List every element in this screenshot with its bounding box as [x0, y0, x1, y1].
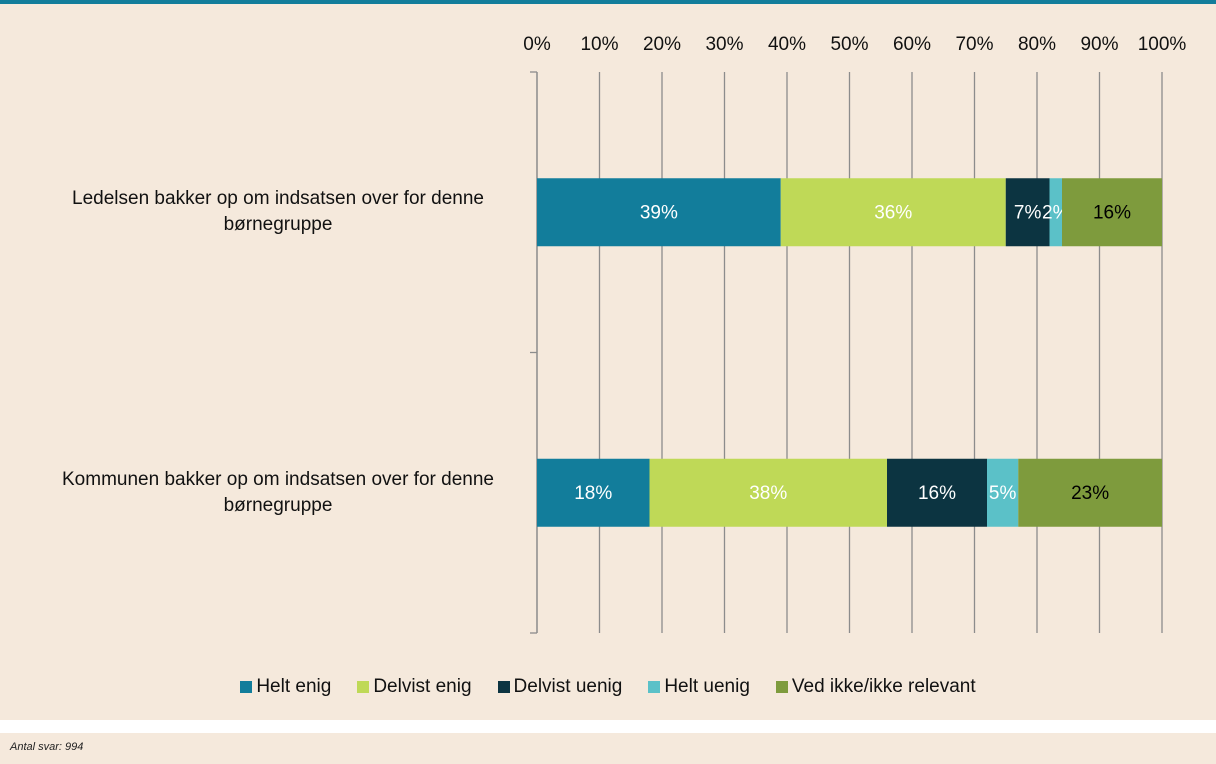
legend-label: Helt uenig [664, 676, 750, 697]
top-bar [0, 0, 1216, 4]
legend-label: Delvist uenig [513, 676, 623, 697]
legend-label: Ved ikke/ikke relevant [791, 676, 976, 697]
data-label: 7% [1014, 202, 1042, 223]
bar-segment [649, 458, 887, 527]
legend-swatch [497, 681, 510, 693]
data-label: 36% [874, 202, 912, 223]
data-label: 16% [918, 483, 956, 504]
bar-segment [1005, 178, 1050, 247]
legend: Helt enig Delvist enig Delvist uenig Helt u… [0, 676, 1216, 698]
x-tick-label: 60% [893, 34, 931, 55]
legend-swatch [240, 681, 253, 693]
legend-item: Ved ikke/ikke relevant [775, 676, 976, 698]
data-label: 39% [640, 202, 678, 223]
x-tick-label: 30% [705, 34, 743, 55]
x-tick-label: 90% [1080, 34, 1118, 55]
data-label: 5% [989, 483, 1017, 504]
bar-segment [537, 178, 781, 247]
bar-segment [987, 458, 1019, 527]
legend-item: Helt uenig [648, 676, 750, 698]
x-tick-label: 80% [1018, 34, 1056, 55]
legend-item: Helt enig [240, 676, 331, 698]
x-tick-label: 70% [955, 34, 993, 55]
chart: 0% 10% 20% 30% 40% 50% 60% 70% 80% 90% 100% 39% 36% 7… [523, 34, 1187, 634]
x-tick-label: 10% [580, 34, 618, 55]
bar-segment [887, 458, 987, 527]
bar-segment [780, 178, 1006, 247]
bar-segment [1049, 178, 1062, 247]
legend-item: Delvist uenig [497, 676, 623, 698]
x-tick-label: 20% [643, 34, 681, 55]
data-label: 18% [574, 483, 612, 504]
x-tick-label: 50% [830, 34, 868, 55]
x-tick-label: 40% [768, 34, 806, 55]
legend-swatch [775, 681, 788, 693]
x-tick-label: 100% [1138, 34, 1187, 55]
bar-segment [1062, 178, 1162, 247]
legend-item: Delvist enig [357, 676, 472, 698]
bar-segment [1018, 458, 1162, 527]
legend-swatch [357, 681, 370, 693]
x-tick-label: 0% [523, 34, 551, 55]
note: Antal svar: 994 [10, 741, 84, 753]
category-label: Kommunen bakker op om indsatsen over for… [62, 468, 494, 516]
footer: Antal svar: 994 [0, 733, 1216, 764]
category-label: Ledelsen bakker op om indsatsen over for… [72, 188, 484, 236]
bar-segment [537, 458, 650, 527]
legend-swatch [648, 681, 661, 693]
legend-label: Helt enig [256, 676, 332, 697]
chart-panel: 0% 10% 20% 30% 40% 50% 60% 70% 80% 90% 100% 39% 36% 7… [0, 4, 1216, 720]
data-label: 23% [1071, 483, 1109, 504]
data-label: 38% [749, 483, 787, 504]
data-label: 16% [1093, 202, 1131, 223]
legend-label: Delvist enig [373, 676, 472, 697]
